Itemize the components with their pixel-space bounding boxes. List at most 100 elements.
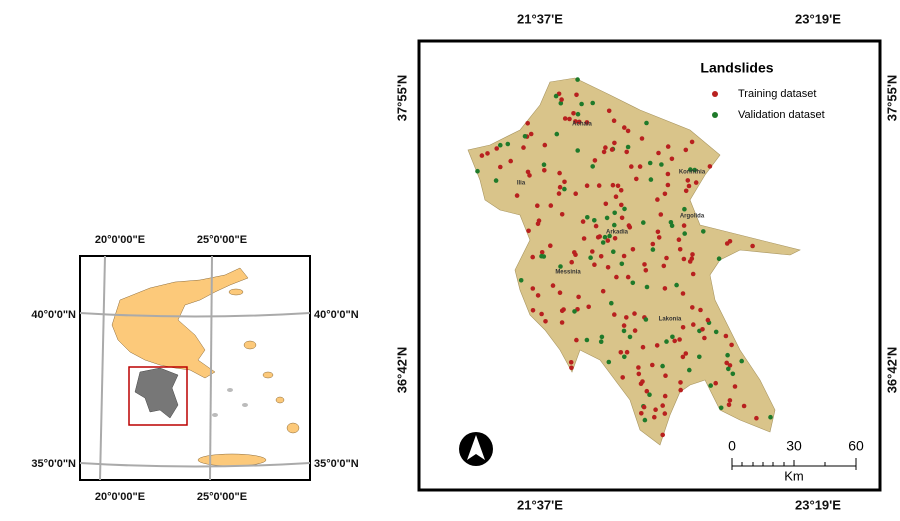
landslide-point <box>572 250 577 255</box>
landslide-point <box>626 275 631 280</box>
landslide-point <box>527 173 532 178</box>
landslide-point <box>651 242 656 247</box>
landslide-point <box>626 129 631 134</box>
landslide-point <box>531 286 536 291</box>
landslide-point <box>768 415 773 420</box>
landslide-point <box>739 359 744 364</box>
landslide-point <box>567 117 572 122</box>
landslide-point <box>628 335 633 340</box>
landslide-point <box>626 145 631 150</box>
landslide-point <box>523 134 528 139</box>
landslide-point <box>605 216 610 221</box>
landslide-point <box>536 293 541 298</box>
landslide-point <box>613 236 618 241</box>
landslide-point <box>700 327 705 332</box>
landslide-point <box>681 355 686 360</box>
landslide-point <box>641 345 646 350</box>
landslide-point <box>634 177 639 182</box>
landslide-point <box>549 203 554 208</box>
island <box>227 388 233 392</box>
landslide-point <box>539 312 544 317</box>
scale-label: 0 <box>728 438 736 454</box>
legend-label: Training dataset <box>738 88 816 100</box>
landslide-point <box>614 194 619 199</box>
landslide-point <box>619 188 624 193</box>
inset-map: 20°0'00"E 25°0'00"E 20°0'00"E 25°0'00"E … <box>31 234 358 503</box>
landslide-point <box>648 161 653 166</box>
landslide-point <box>631 247 636 252</box>
landslide-point <box>612 141 617 146</box>
lat-label: 36°42'N <box>884 347 899 394</box>
landslide-point <box>506 142 511 147</box>
landslide-point <box>563 116 568 121</box>
lat-label: 36°42'N <box>394 347 409 394</box>
island <box>244 341 256 349</box>
landslide-point <box>572 309 577 314</box>
inset-lon-label: 20°0'00"E <box>95 491 145 503</box>
landslide-point <box>643 418 648 423</box>
lat-label: 37°55'N <box>394 75 409 122</box>
landslide-point <box>672 339 677 344</box>
region-label: Ilia <box>517 181 526 187</box>
landslide-point <box>674 283 679 288</box>
landslide-point <box>750 244 755 249</box>
landslide-point <box>656 151 661 156</box>
inset-lat-label: 40°0'0"N <box>31 309 76 321</box>
landslide-point <box>585 215 590 220</box>
landslide-point <box>677 337 682 342</box>
landslide-point <box>670 335 675 340</box>
landslide-point <box>582 236 587 241</box>
landslide-point <box>622 207 627 212</box>
landslide-point <box>633 328 638 333</box>
landslide-point <box>609 301 614 306</box>
landslide-point <box>622 323 627 328</box>
landslide-point <box>521 145 526 150</box>
landslide-point <box>728 239 733 244</box>
landslide-point <box>644 268 649 273</box>
landslide-point <box>640 136 645 141</box>
landslide-point <box>659 162 664 167</box>
landslide-point <box>494 178 499 183</box>
landslide-point <box>684 148 689 153</box>
landslide-point <box>631 281 636 286</box>
landslide-point <box>573 191 578 196</box>
landslide-point <box>529 132 534 137</box>
landslide-point <box>637 372 642 377</box>
landslide-point <box>576 112 581 117</box>
landslide-point <box>620 375 625 380</box>
landslide-point <box>620 262 625 267</box>
landslide-point <box>697 355 702 360</box>
island <box>229 289 243 295</box>
landslide-point <box>638 164 643 169</box>
landslide-point <box>619 203 624 208</box>
landslide-point <box>684 189 689 194</box>
landslide-point <box>666 144 671 149</box>
landslide-point <box>593 158 598 163</box>
landslide-point <box>559 97 564 102</box>
landslide-point <box>653 407 658 412</box>
island <box>263 372 273 378</box>
landslide-point <box>691 272 696 277</box>
landslide-point <box>664 339 669 344</box>
landslide-point <box>579 102 584 107</box>
landslide-point <box>690 140 695 145</box>
landslide-point <box>622 254 627 259</box>
landslide-point <box>644 121 649 126</box>
landslide-point <box>681 325 686 330</box>
region-label: Korinthia <box>679 170 706 176</box>
landslide-point <box>537 218 542 223</box>
island <box>276 397 284 403</box>
landslide-point <box>690 252 695 257</box>
landslide-point <box>606 238 611 243</box>
landslide-point <box>682 223 687 228</box>
landslide-point <box>731 372 736 377</box>
inset-lon-label: 25°0'00"E <box>197 491 247 503</box>
landslide-point <box>655 197 660 202</box>
landslide-point <box>612 118 617 123</box>
landslide-point <box>558 185 563 190</box>
landslide-point <box>612 312 617 317</box>
landslide-point <box>620 216 625 221</box>
main-map: Achaia Korinthia Ilia Argolida Arkadia M… <box>394 11 899 512</box>
landslide-point <box>663 394 668 399</box>
landslide-point <box>727 403 732 408</box>
